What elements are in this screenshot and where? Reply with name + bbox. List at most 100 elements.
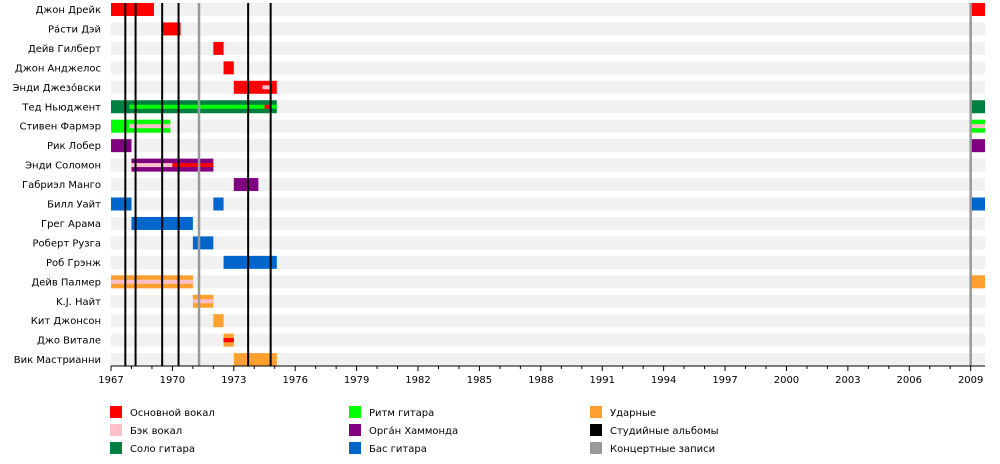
secondary-role-bar <box>192 299 214 304</box>
legend-swatch <box>590 406 602 418</box>
member-span-bar <box>111 3 154 16</box>
row-stripe <box>111 197 985 211</box>
member-name-label: Дейв Палмер <box>31 277 101 288</box>
member-span-bar <box>213 41 224 55</box>
legend-label: Концертные записи <box>610 444 715 455</box>
secondary-role-bar <box>129 124 171 129</box>
x-tick-label: 1970 <box>160 375 185 386</box>
row-stripe <box>111 158 985 172</box>
secondary-role-bar <box>129 104 277 109</box>
row-stripe <box>111 255 985 269</box>
secondary-role-spans <box>111 85 985 343</box>
member-name-label: Рик Лобер <box>47 141 101 152</box>
x-tick-label: 2003 <box>835 375 860 386</box>
member-name-label: Кит Джонсон <box>31 316 101 327</box>
member-span-bar <box>223 255 277 269</box>
member-span-bar <box>233 178 259 192</box>
member-name-label: Дейв Гилберт <box>28 44 101 55</box>
legend-label: Ударные <box>610 408 656 419</box>
member-name-label: Билл Уайт <box>47 200 101 211</box>
x-tick-label: 1988 <box>528 375 553 386</box>
member-span-bar <box>223 61 234 75</box>
member-name-label: Энди Джезо́вски <box>13 82 101 94</box>
secondary-role-bar <box>223 338 234 343</box>
member-span-bar <box>233 353 277 367</box>
legend: Основной вокал Бэк вокал Соло гитара Ритм г… <box>110 406 719 455</box>
legend-swatch <box>590 442 602 454</box>
legend-swatch <box>110 442 122 454</box>
member-span-bar <box>970 139 985 153</box>
member-name-label: K.J. Найт <box>56 297 101 308</box>
row-stripe <box>111 119 985 133</box>
legend-label: Студийные альбомы <box>610 426 719 437</box>
secondary-role-bar <box>131 163 173 168</box>
row-stripe <box>111 3 985 16</box>
legend-label: Орга́н Хаммонда <box>369 425 458 437</box>
member-name-label: Тед Ньюджент <box>21 102 101 113</box>
row-stripe <box>111 178 985 192</box>
legend-swatch <box>590 424 602 436</box>
member-name-label: Вик Мастрианни <box>14 355 101 366</box>
row-stripe <box>111 22 985 36</box>
row-stripe <box>111 41 985 55</box>
row-stripe <box>111 333 985 347</box>
legend-swatch <box>110 424 122 436</box>
row-stripe <box>111 61 985 75</box>
row-background-stripes <box>111 3 985 367</box>
x-tick-label: 1982 <box>405 375 430 386</box>
x-tick-label: 1976 <box>282 375 307 386</box>
legend-label: Основной вокал <box>130 408 215 419</box>
member-span-bar <box>233 80 277 94</box>
row-stripe <box>111 353 985 367</box>
secondary-role-bar <box>970 124 985 129</box>
member-span-bar <box>970 275 985 289</box>
secondary-role-bar <box>264 104 271 109</box>
member-name-label: Ра́сти Дэй <box>48 23 101 35</box>
row-stripe <box>111 139 985 153</box>
member-name-label: Стивен Фармэр <box>19 122 101 133</box>
row-stripe <box>111 294 985 308</box>
member-name-label: Габриэл Манго <box>22 180 101 191</box>
member-name-label: Джо Витале <box>37 336 101 347</box>
row-stripe <box>111 236 985 250</box>
x-tick-label: 1973 <box>221 375 246 386</box>
album-release-lines <box>124 3 972 367</box>
member-name-label: Роб Грэнж <box>46 258 101 269</box>
x-tick-label: 2006 <box>897 375 922 386</box>
x-tick-label: 1979 <box>344 375 369 386</box>
member-span-bar <box>970 197 985 211</box>
x-tick-label: 1991 <box>590 375 615 386</box>
member-name-label: Энди Соломон <box>25 161 101 172</box>
member-span-bar <box>111 197 132 211</box>
x-tick-label: 2000 <box>774 375 799 386</box>
row-stripe <box>111 314 985 328</box>
legend-swatch <box>349 424 361 436</box>
legend-label: Бас гитара <box>369 444 427 455</box>
x-tick-label: 2009 <box>958 375 983 386</box>
legend-label: Соло гитара <box>130 444 195 455</box>
member-name-label: Джон Дрейк <box>35 5 101 16</box>
member-name-label: Грег Арама <box>41 219 101 230</box>
member-span-bar <box>213 197 224 211</box>
member-name-label: Джон Анджелос <box>15 63 101 74</box>
legend-label: Ритм гитара <box>369 408 434 419</box>
row-stripe <box>111 80 985 94</box>
member-span-bar <box>970 100 985 114</box>
secondary-role-bar <box>262 85 271 90</box>
legend-swatch <box>349 442 361 454</box>
member-span-bar <box>111 139 132 153</box>
row-stripe <box>111 275 985 289</box>
legend-swatch <box>349 406 361 418</box>
member-span-bar <box>970 3 985 16</box>
x-tick-label: 1994 <box>651 375 676 386</box>
x-tick-label: 1985 <box>467 375 492 386</box>
member-names: Джон Дрейк Ра́сти Дэй Дейв Гилберт Джон Анд… <box>13 5 102 366</box>
row-stripe <box>111 100 985 114</box>
row-stripe <box>111 216 985 230</box>
member-span-bar <box>162 22 181 36</box>
legend-label: Бэк вокал <box>130 426 182 437</box>
member-span-bar <box>213 314 224 328</box>
legend-swatch <box>110 406 122 418</box>
secondary-role-bar <box>172 163 214 168</box>
